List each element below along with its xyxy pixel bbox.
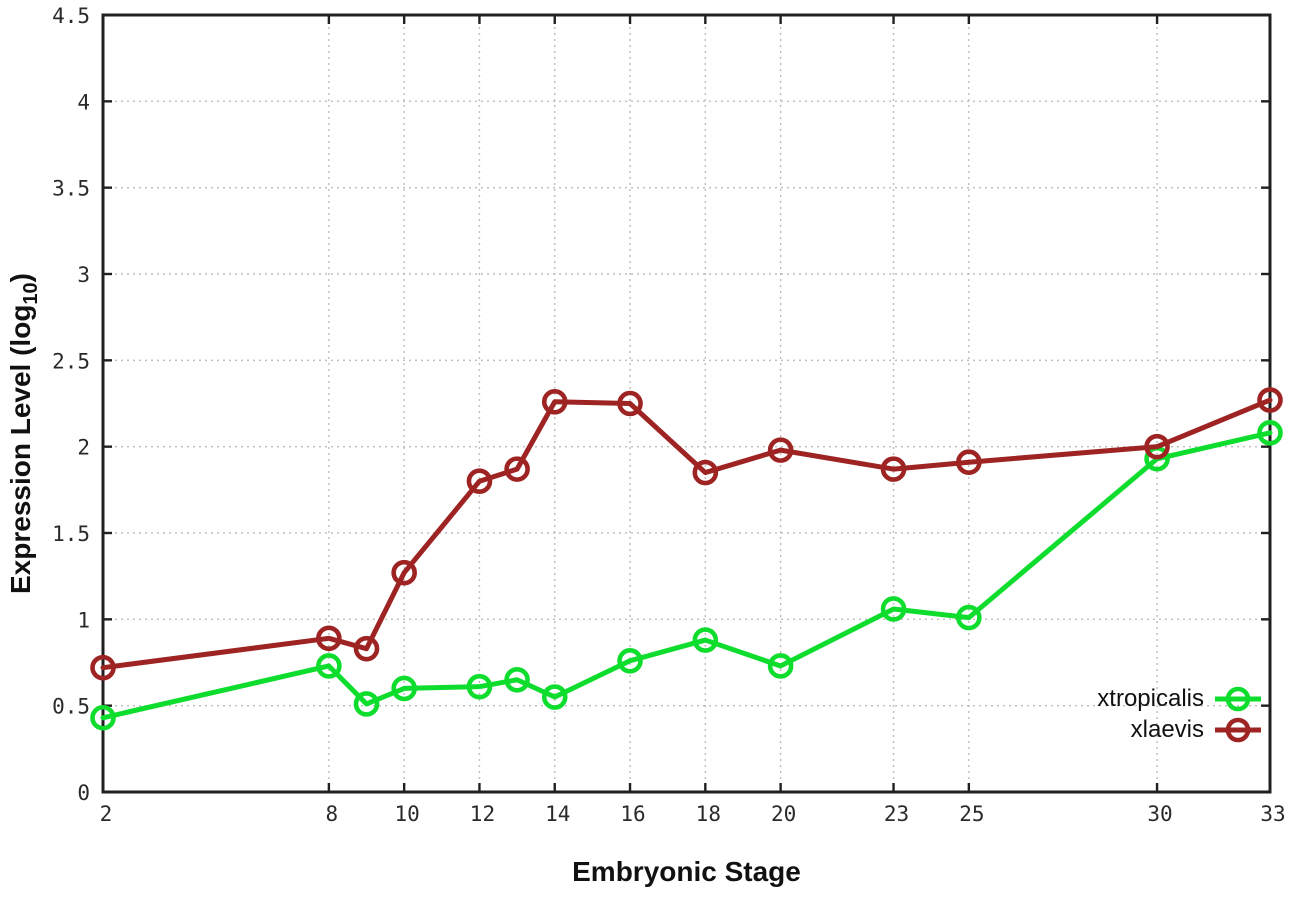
xtropicalis-point bbox=[541, 684, 568, 710]
x-tick-label: 18 bbox=[696, 802, 721, 826]
xtropicalis-point bbox=[466, 673, 493, 700]
xtropicalis-point bbox=[90, 704, 116, 731]
chart-legend: xtropicalis xlaevis bbox=[1097, 684, 1262, 745]
x-tick-label: 25 bbox=[959, 802, 984, 826]
legend-label-xtropicalis: xtropicalis bbox=[1097, 685, 1204, 712]
y-tick-label: 2.5 bbox=[52, 349, 90, 373]
xlaevis-point bbox=[391, 559, 417, 586]
y-tick-labels: 0 0.5 1 1.5 2 2.5 3 3.5 4 4.5 bbox=[52, 4, 90, 805]
xtropicalis-point bbox=[504, 666, 530, 693]
xlaevis-point bbox=[767, 437, 794, 463]
y-tick-label: 0.5 bbox=[52, 695, 90, 719]
y-tick-label: 1.5 bbox=[52, 522, 90, 546]
xlaevis-point bbox=[692, 459, 719, 486]
xlaevis-point bbox=[316, 625, 342, 652]
y-tick-label: 0 bbox=[77, 781, 90, 805]
xlaevis-point bbox=[880, 456, 907, 482]
xtropicalis-point bbox=[880, 596, 907, 622]
xtropicalis-point bbox=[316, 653, 342, 679]
y-axis-title: Expression Level (log10) bbox=[5, 273, 42, 594]
x-tick-label: 30 bbox=[1147, 802, 1172, 826]
series-xtropicalis bbox=[90, 420, 1283, 731]
xlaevis-point bbox=[466, 468, 493, 495]
y-tick-label: 4 bbox=[77, 90, 90, 114]
x-tick-label: 33 bbox=[1260, 802, 1285, 826]
x-tick-label: 2 bbox=[100, 802, 113, 826]
xtropicalis-point bbox=[1257, 420, 1283, 446]
xtropicalis-line bbox=[100, 430, 1273, 721]
xtropicalis-point bbox=[617, 647, 643, 674]
xlaevis-point bbox=[617, 390, 643, 417]
xlaevis-point bbox=[90, 654, 116, 681]
x-axis-title: Embryonic Stage bbox=[572, 856, 801, 887]
xtropicalis-point bbox=[692, 627, 719, 653]
x-tick-label: 16 bbox=[620, 802, 645, 826]
legend-item-xtropicalis: xtropicalis bbox=[1097, 684, 1262, 714]
y-tick-label: 3 bbox=[77, 263, 90, 287]
xlaevis-line-marker-icon bbox=[1214, 715, 1262, 745]
xtropicalis-point bbox=[353, 691, 380, 717]
x-tick-label: 23 bbox=[884, 802, 909, 826]
xlaevis-point bbox=[1257, 387, 1283, 413]
x-tick-label: 10 bbox=[395, 802, 420, 826]
y-tick-label: 1 bbox=[77, 608, 90, 632]
x-tick-label: 12 bbox=[470, 802, 495, 826]
xlaevis-point bbox=[956, 449, 982, 476]
xlaevis-point bbox=[541, 388, 568, 415]
x-tick-label: 20 bbox=[771, 802, 796, 826]
x-tick-label: 14 bbox=[545, 802, 570, 826]
legend-item-xlaevis: xlaevis bbox=[1131, 715, 1262, 745]
gridlines bbox=[103, 15, 1270, 792]
xtropicalis-point bbox=[391, 675, 417, 702]
y-tick-label: 3.5 bbox=[52, 177, 90, 201]
plot-border bbox=[101, 13, 1272, 794]
xtropicalis-point bbox=[956, 604, 982, 631]
xtropicalis-point bbox=[767, 653, 794, 679]
xlaevis-point bbox=[504, 456, 530, 482]
series-xlaevis bbox=[90, 387, 1283, 681]
x-tick-labels: 2 8 10 12 14 16 18 20 23 25 30 33 bbox=[100, 802, 1286, 826]
y-tick-label: 2 bbox=[77, 436, 90, 460]
xlaevis-point bbox=[1144, 433, 1170, 460]
legend-label-xlaevis: xlaevis bbox=[1130, 716, 1204, 743]
xlaevis-point bbox=[353, 635, 380, 662]
xlaevis-line bbox=[100, 397, 1273, 671]
xtropicalis-line-marker-icon bbox=[1214, 684, 1262, 714]
x-tick-label: 8 bbox=[326, 802, 339, 826]
y-tick-label: 4.5 bbox=[52, 4, 90, 28]
